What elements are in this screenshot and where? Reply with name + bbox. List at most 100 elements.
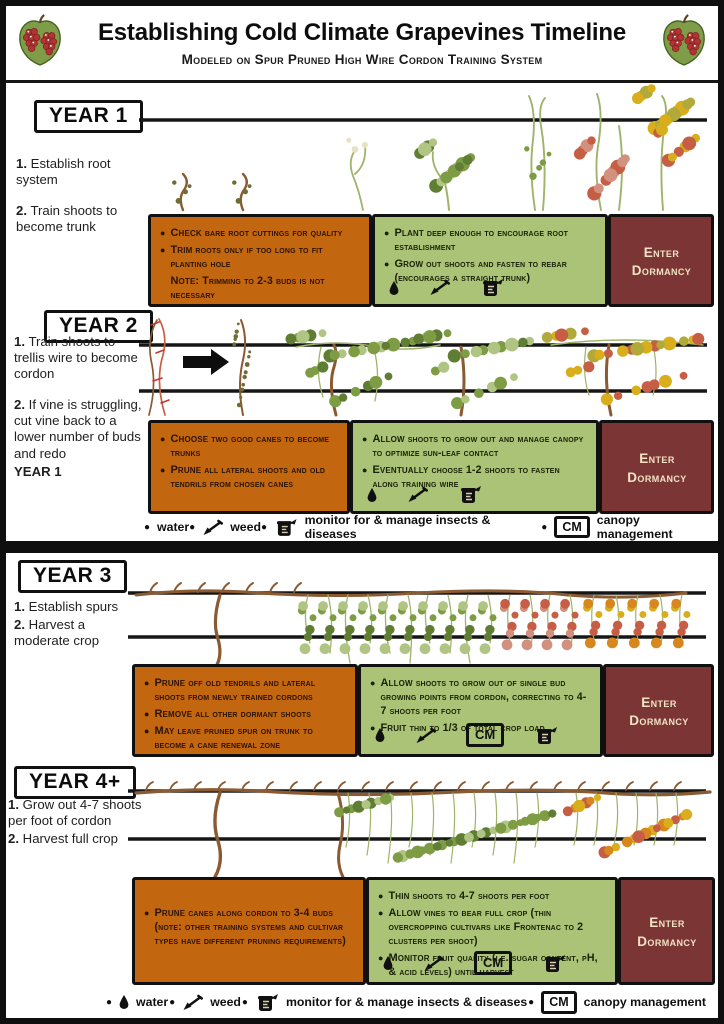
task-item: ● Check bare root cuttings for quality [160, 227, 343, 239]
year4-summer-tasks-box: ● Thin shoots to 4-7 shoots per foot ● Allo… [366, 877, 618, 985]
task-item: ● Prune all lateral shoots and old tendril… [160, 463, 326, 490]
year1-dormancy-box: Enter Dormancy [608, 214, 714, 307]
bullet-icon: ● [160, 244, 166, 255]
bullet-icon: ● [370, 678, 376, 688]
dormancy-label: Enter Dormancy [627, 451, 687, 485]
droplet-icon [389, 281, 399, 295]
year1-task-1: 1. Establish root system [16, 156, 111, 188]
panel-years-3-4: YEAR 3 1. Establish spurs 2. Harvest a m… [0, 547, 724, 1024]
droplet-icon [119, 995, 129, 1009]
hoe-icon [415, 727, 436, 744]
jar-icon [458, 485, 482, 504]
year1-task-list: 1. Establish root system 2. Train shoots… [16, 156, 148, 250]
year3-vine-illustration [128, 582, 706, 670]
cm-badge: CM [541, 991, 577, 1014]
year4-spring-tasks-box: ● Prune canes along cordon to 3-4 buds (no… [132, 877, 366, 985]
year3-task-2: 2. Harvest a moderate crop [14, 617, 100, 649]
year1-spring-tasks-box: ● Check bare root cuttings for quality ● Tr… [148, 214, 372, 307]
year4-label: YEAR 4+ [14, 766, 136, 799]
task-item: ● Thin shoots to 4-7 shoots per foot [378, 890, 550, 902]
droplet-icon [375, 728, 385, 742]
bullet-icon: ● [160, 464, 166, 475]
task-item: ● Grow out shoots and fasten to rebar (enc… [384, 257, 567, 284]
bullet-icon: ● [362, 434, 368, 444]
year1-task-2: 2. Train shoots to become trunk [16, 203, 118, 235]
bullet-icon: ● [189, 521, 196, 533]
year2-task-1: 1. Train shoots to trellis wire to becom… [14, 334, 138, 382]
legend-bottom: ● water ● weed ● monitor for & manage insec… [106, 991, 706, 1014]
bullet-icon: ● [384, 228, 390, 238]
bullet-icon: ● [541, 521, 548, 533]
jar-icon [534, 726, 558, 745]
header: Establishing Cold Climate Grapevines Tim… [6, 6, 718, 83]
legend-top: ● water ● weed ● monitor for & manage insec… [144, 513, 716, 541]
year3-task-list: 1. Establish spurs 2. Harvest a moderate… [14, 599, 134, 664]
hoe-icon [429, 279, 450, 296]
page-subtitle: Modeled on Spur Pruned High Wire Cordon … [181, 52, 543, 67]
droplet-icon [367, 488, 377, 502]
year1-label: YEAR 1 [34, 100, 143, 133]
bullet-icon: ● [144, 908, 150, 918]
title-block: Establishing Cold Climate Grapevines Tim… [76, 19, 648, 67]
task-item: ● Allow shoots to grow out and manage cano… [362, 433, 584, 459]
year4-task-list: 1. Grow out 4-7 shoots per foot of cordo… [8, 797, 144, 862]
task-item: ● Allow shoots to grow out of single bud g… [370, 677, 587, 717]
year2-label: YEAR 2 [44, 310, 153, 343]
bullet-icon: ● [144, 521, 151, 533]
bullet-icon: ● [144, 725, 150, 736]
legend-monitor: ● monitor for & manage insects & diseases [260, 513, 491, 541]
year2-task-list: 1. Train shoots to trellis wire to becom… [14, 334, 148, 495]
legend-weed: ● weed [169, 994, 241, 1011]
bullet-icon: ● [384, 258, 390, 269]
year3-care-icons: CM [375, 723, 558, 747]
year2-vine-illustration [139, 318, 707, 417]
jar-icon [480, 278, 504, 297]
task-item: ● May leave pruned spur on trunk to become… [144, 724, 313, 751]
task-item: ● Choose two good canes to become trunks [160, 433, 330, 459]
task-item: ● Allow vines to bear full crop (thin over… [378, 906, 584, 947]
dormancy-label: Enter Dormancy [637, 915, 697, 949]
year4-vine-illustration [128, 781, 712, 879]
bullet-icon: ● [241, 996, 248, 1008]
task-item: ● Remove all other dormant shoots [144, 707, 312, 720]
page-title: Establishing Cold Climate Grapevines Tim… [97, 19, 627, 46]
bullet-icon: ● [370, 722, 376, 733]
cm-badge: CM [554, 515, 590, 539]
task-item: ● Eventually choose 1-2 shoots to fasten a… [362, 463, 560, 490]
dormancy-label: Enter Dormancy [629, 694, 689, 728]
task-item: ● Plant deep enough to encourage root esta… [384, 227, 569, 253]
year2-dormancy-box: Enter Dormancy [599, 420, 714, 514]
year3-dormancy-box: Enter Dormancy [603, 664, 714, 757]
year1-care-icons [389, 278, 504, 297]
bullet-icon: ● [378, 952, 384, 963]
droplet-icon [383, 956, 393, 970]
legend-monitor: ● monitor for & manage insects & diseases [242, 993, 527, 1012]
task-item: ● Prune canes along cordon to 3-4 buds (no… [144, 907, 346, 947]
bullet-icon: ● [160, 228, 166, 238]
legend-canopy: ● CM canopy management [528, 991, 706, 1014]
legend-water: ● water [144, 520, 190, 534]
year2-task-2: 2. If vine is struggling, cut vine back … [14, 397, 142, 479]
year3-summer-tasks-box: ● Allow shoots to grow out of single bud g… [358, 664, 603, 757]
hoe-icon [182, 994, 203, 1011]
cm-badge: CM [466, 723, 505, 747]
year3-task-1: 1. Establish spurs [14, 599, 119, 614]
cm-badge: CM [474, 951, 513, 975]
bullet-icon: ● [528, 996, 535, 1008]
year4-care-icons: CM [383, 951, 566, 975]
legend-water: ● water [106, 995, 169, 1010]
task-item: ● Trim roots only if too long to fit plant… [160, 243, 323, 270]
grape-leaf-logo-right [659, 12, 709, 68]
year4-task-2: 2. Harvest full crop [8, 831, 118, 847]
hoe-icon [407, 486, 428, 503]
year2-spring-tasks-box: ● Choose two good canes to become trunks ●… [148, 420, 350, 514]
year4-dormancy-box: Enter Dormancy [618, 877, 715, 985]
task-item: ●Note:Trimming to 2-3 buds is not necess… [170, 274, 325, 301]
hoe-icon [423, 955, 444, 972]
panel-years-1-2: Establishing Cold Climate Grapevines Tim… [0, 0, 724, 547]
hoe-icon [202, 519, 223, 536]
jar-icon [274, 518, 298, 537]
dormancy-label: Enter Dormancy [631, 244, 692, 278]
year2-care-icons [367, 485, 482, 504]
bullet-icon: ● [378, 891, 384, 901]
